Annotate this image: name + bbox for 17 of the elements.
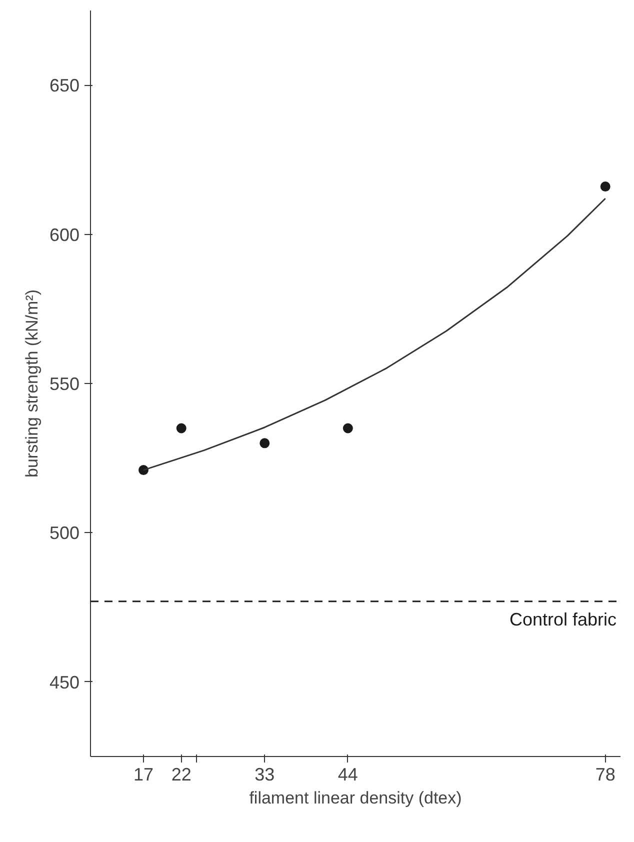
y-axis-title: bursting strength (kN/m²) — [22, 290, 42, 478]
y-tick-label: 450 — [49, 672, 80, 692]
x-tick-label: 17 — [133, 764, 154, 784]
x-axis-title: filament linear density (dtex) — [249, 788, 462, 808]
x-tick-label: 33 — [254, 764, 275, 784]
point — [260, 438, 270, 448]
point — [176, 423, 186, 434]
point — [600, 182, 610, 192]
y-tick-label: 550 — [49, 374, 80, 394]
x-tick-label: 22 — [171, 764, 192, 784]
ref-line-label: Control fabric — [509, 609, 617, 630]
point — [342, 423, 353, 434]
y-tick-label: 650 — [49, 76, 80, 96]
y-tick-label: 500 — [49, 523, 80, 544]
y-tick-label: 600 — [49, 224, 80, 245]
x-tick-label: 44 — [338, 764, 358, 784]
x-tick-label: 78 — [595, 764, 616, 784]
